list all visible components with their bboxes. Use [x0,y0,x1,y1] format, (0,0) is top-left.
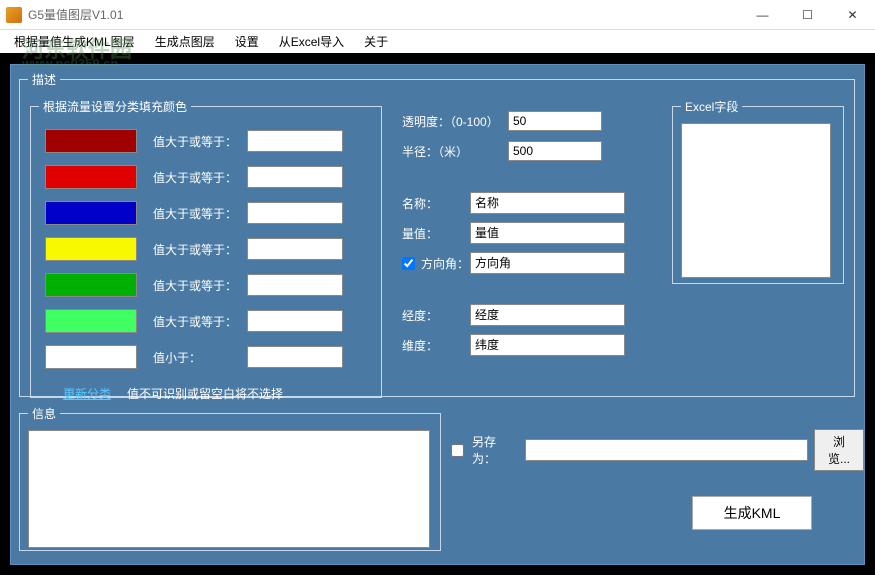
window-buttons: — ☐ ✕ [740,0,875,29]
excel-fields-list[interactable] [681,123,831,278]
color-swatch[interactable] [45,309,137,333]
info-textarea[interactable] [28,430,430,548]
color-swatch[interactable] [45,129,137,153]
threshold-input[interactable] [247,202,343,224]
client-area: 描述 根据流量设置分类填充颜色 值大于或等于： 值大于或等于： 值大于或等于： 值大于… [0,54,875,575]
excel-fields-group: Excel字段 [672,98,844,284]
classification-note: 值不可识别或留空白将不选择 [127,385,283,402]
threshold-input[interactable] [247,130,343,152]
minimize-button[interactable]: — [740,0,785,29]
longitude-label: 经度： [398,307,470,324]
threshold-input[interactable] [247,274,343,296]
latitude-label: 维度： [398,337,470,354]
color-row: 值大于或等于： [45,235,373,263]
color-row: 值大于或等于： [45,127,373,155]
save-as-label: 另存为： [472,433,517,467]
window-title: G5量值图层V1.01 [28,6,740,23]
direction-label: 方向角： [421,255,469,272]
threshold-label: 值大于或等于： [153,277,239,294]
name-select[interactable]: 名称 [470,192,625,214]
longitude-select[interactable]: 经度 [470,304,625,326]
color-swatch[interactable] [45,201,137,225]
direction-checkbox[interactable] [402,257,415,270]
threshold-label: 值大于或等于： [153,205,239,222]
maximize-button[interactable]: ☐ [785,0,830,29]
menu-settings[interactable]: 设置 [225,30,269,53]
browse-button[interactable]: 浏览... [814,429,864,471]
description-group: 描述 根据流量设置分类填充颜色 值大于或等于： 值大于或等于： 值大于或等于： 值大于… [19,71,855,397]
threshold-input[interactable] [247,166,343,188]
save-as-row: 另存为： 浏览... [451,429,864,471]
threshold-label: 值大于或等于： [153,169,239,186]
color-row: 值小于： [45,343,373,371]
opacity-label: 透明度：（0-100） [398,113,508,130]
close-button[interactable]: ✕ [830,0,875,29]
color-row: 值大于或等于： [45,199,373,227]
info-group: 信息 [19,405,441,551]
color-row: 值大于或等于： [45,271,373,299]
title-bar: G5量值图层V1.01 — ☐ ✕ [0,0,875,30]
parameters-area: 透明度：（0-100） 半径：（米） 名称： 名称 量值： 量值 [398,106,678,360]
menu-about[interactable]: 关于 [354,30,398,53]
threshold-label: 值小于： [153,349,239,366]
amount-label: 量值： [398,225,470,242]
direction-select[interactable]: 方向角 [470,252,625,274]
threshold-label: 值大于或等于： [153,241,239,258]
menu-import-excel[interactable]: 从Excel导入 [269,30,354,53]
threshold-input[interactable] [247,346,343,368]
description-legend: 描述 [28,71,60,88]
main-panel: 描述 根据流量设置分类填充颜色 值大于或等于： 值大于或等于： 值大于或等于： 值大于… [10,64,865,565]
radius-label: 半径：（米） [398,143,508,160]
color-legend: 根据流量设置分类填充颜色 [39,98,191,115]
color-swatch[interactable] [45,165,137,189]
excel-legend: Excel字段 [681,98,742,115]
latitude-select[interactable]: 纬度 [470,334,625,356]
color-swatch[interactable] [45,345,137,369]
threshold-input[interactable] [247,238,343,260]
threshold-label: 值大于或等于： [153,133,239,150]
threshold-label: 值大于或等于： [153,313,239,330]
color-row: 值大于或等于： [45,307,373,335]
generate-kml-button[interactable]: 生成KML [692,496,812,530]
update-classification-link[interactable]: 更新分类 [63,385,111,402]
color-swatch[interactable] [45,273,137,297]
radius-input[interactable] [508,141,602,161]
color-row: 值大于或等于： [45,163,373,191]
opacity-input[interactable] [508,111,602,131]
app-icon [6,7,22,23]
threshold-input[interactable] [247,310,343,332]
info-legend: 信息 [28,405,60,422]
save-as-input[interactable] [525,439,808,461]
amount-select[interactable]: 量值 [470,222,625,244]
menu-generate-kml[interactable]: 根据量值生成KML图层 [4,30,145,53]
save-as-checkbox[interactable] [451,444,464,457]
menu-bar: 根据量值生成KML图层 生成点图层 设置 从Excel导入 关于 [0,30,875,54]
color-classification-group: 根据流量设置分类填充颜色 值大于或等于： 值大于或等于： 值大于或等于： 值大于或等于… [30,98,382,398]
menu-point-layer[interactable]: 生成点图层 [145,30,225,53]
color-swatch[interactable] [45,237,137,261]
name-label: 名称： [398,195,470,212]
